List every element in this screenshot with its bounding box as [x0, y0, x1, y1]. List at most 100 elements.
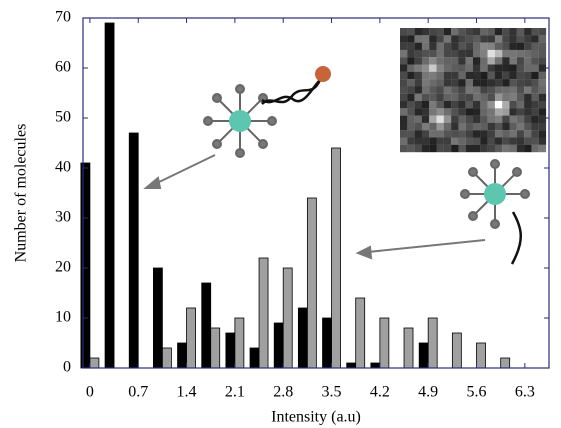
bar	[297, 307, 308, 369]
pixel	[531, 86, 539, 94]
pixel	[516, 137, 525, 145]
pixel	[400, 137, 408, 145]
pixel	[473, 137, 481, 145]
pixel	[436, 144, 444, 153]
pixel	[494, 64, 503, 72]
pixel	[407, 42, 415, 50]
pixel	[538, 28, 547, 36]
pixel	[458, 144, 466, 153]
pixel	[407, 71, 415, 80]
pixel	[400, 122, 408, 131]
pixel	[487, 86, 495, 94]
pixel	[400, 57, 408, 65]
pixel	[429, 57, 437, 65]
pixel	[465, 28, 474, 36]
pixel	[516, 79, 525, 87]
pixel	[502, 122, 510, 131]
pixel	[414, 42, 422, 50]
pixel	[509, 144, 517, 153]
pixel	[524, 115, 532, 123]
pixel	[421, 57, 430, 65]
x-tick-label: 0	[86, 384, 94, 401]
pixel	[494, 86, 503, 94]
pixel	[502, 42, 510, 50]
pixel	[429, 35, 437, 43]
pixel	[414, 86, 422, 94]
bar	[355, 297, 366, 369]
pixel	[436, 49, 444, 58]
pixel	[465, 122, 474, 131]
pixel	[451, 137, 459, 145]
pixel	[458, 130, 466, 138]
pixel	[524, 49, 532, 58]
pixel	[421, 122, 430, 131]
pixel	[465, 71, 474, 80]
pixel	[451, 64, 459, 72]
pixel	[473, 42, 481, 50]
pixel	[494, 137, 503, 145]
pixel	[451, 28, 459, 36]
pixel	[531, 122, 539, 131]
pixel	[429, 130, 437, 138]
pixel	[407, 130, 415, 138]
pixel	[516, 64, 525, 72]
pixel	[480, 93, 488, 102]
pixel	[487, 42, 495, 50]
pixel	[480, 101, 488, 109]
pixel	[436, 35, 444, 43]
pixel	[509, 101, 517, 109]
pixel	[407, 28, 415, 36]
pixel	[465, 79, 474, 87]
pixel	[407, 108, 415, 116]
pixel	[429, 115, 437, 123]
pixel	[538, 137, 547, 145]
pixel	[429, 122, 437, 131]
pixel	[451, 108, 459, 116]
pixel	[421, 28, 430, 36]
pixel	[451, 49, 459, 58]
pixel	[421, 64, 430, 72]
pixel	[443, 49, 452, 58]
pixel	[443, 101, 452, 109]
pixel	[436, 108, 444, 116]
pixel	[421, 93, 430, 102]
pixel	[436, 28, 444, 36]
pixel	[531, 137, 539, 145]
pixel	[458, 49, 466, 58]
pixel	[458, 93, 466, 102]
pixel	[421, 137, 430, 145]
pixel	[436, 93, 444, 102]
pixel	[414, 79, 422, 87]
pixel	[480, 108, 488, 116]
pixel	[480, 122, 488, 131]
pixel	[443, 137, 452, 145]
pixel	[407, 64, 415, 72]
pixel	[436, 64, 444, 72]
pixel	[443, 108, 452, 116]
pixel	[509, 130, 517, 138]
x-tick-label: 4.2	[370, 384, 390, 401]
pixel	[487, 79, 495, 87]
pixel	[494, 144, 503, 153]
arrows	[143, 154, 486, 260]
x-axis-label: Intensity (a.u)	[271, 409, 361, 426]
pixel	[487, 137, 495, 145]
pixel	[531, 49, 539, 58]
pixel	[458, 57, 466, 65]
pixel	[443, 79, 452, 87]
pixel	[538, 130, 547, 138]
x-tick-label: 2.1	[225, 384, 245, 401]
x-tick-label: 4.9	[418, 384, 438, 401]
pixel	[414, 108, 422, 116]
x-tick-label: 6.3	[515, 384, 535, 401]
pixel	[524, 57, 532, 65]
pixel	[524, 93, 532, 102]
pixel	[465, 144, 474, 153]
pixel	[538, 49, 547, 58]
pixel	[458, 28, 466, 36]
pixel	[451, 130, 459, 138]
pixel	[443, 71, 452, 80]
pixel	[451, 122, 459, 131]
pixel	[414, 28, 422, 36]
pixel	[414, 64, 422, 72]
